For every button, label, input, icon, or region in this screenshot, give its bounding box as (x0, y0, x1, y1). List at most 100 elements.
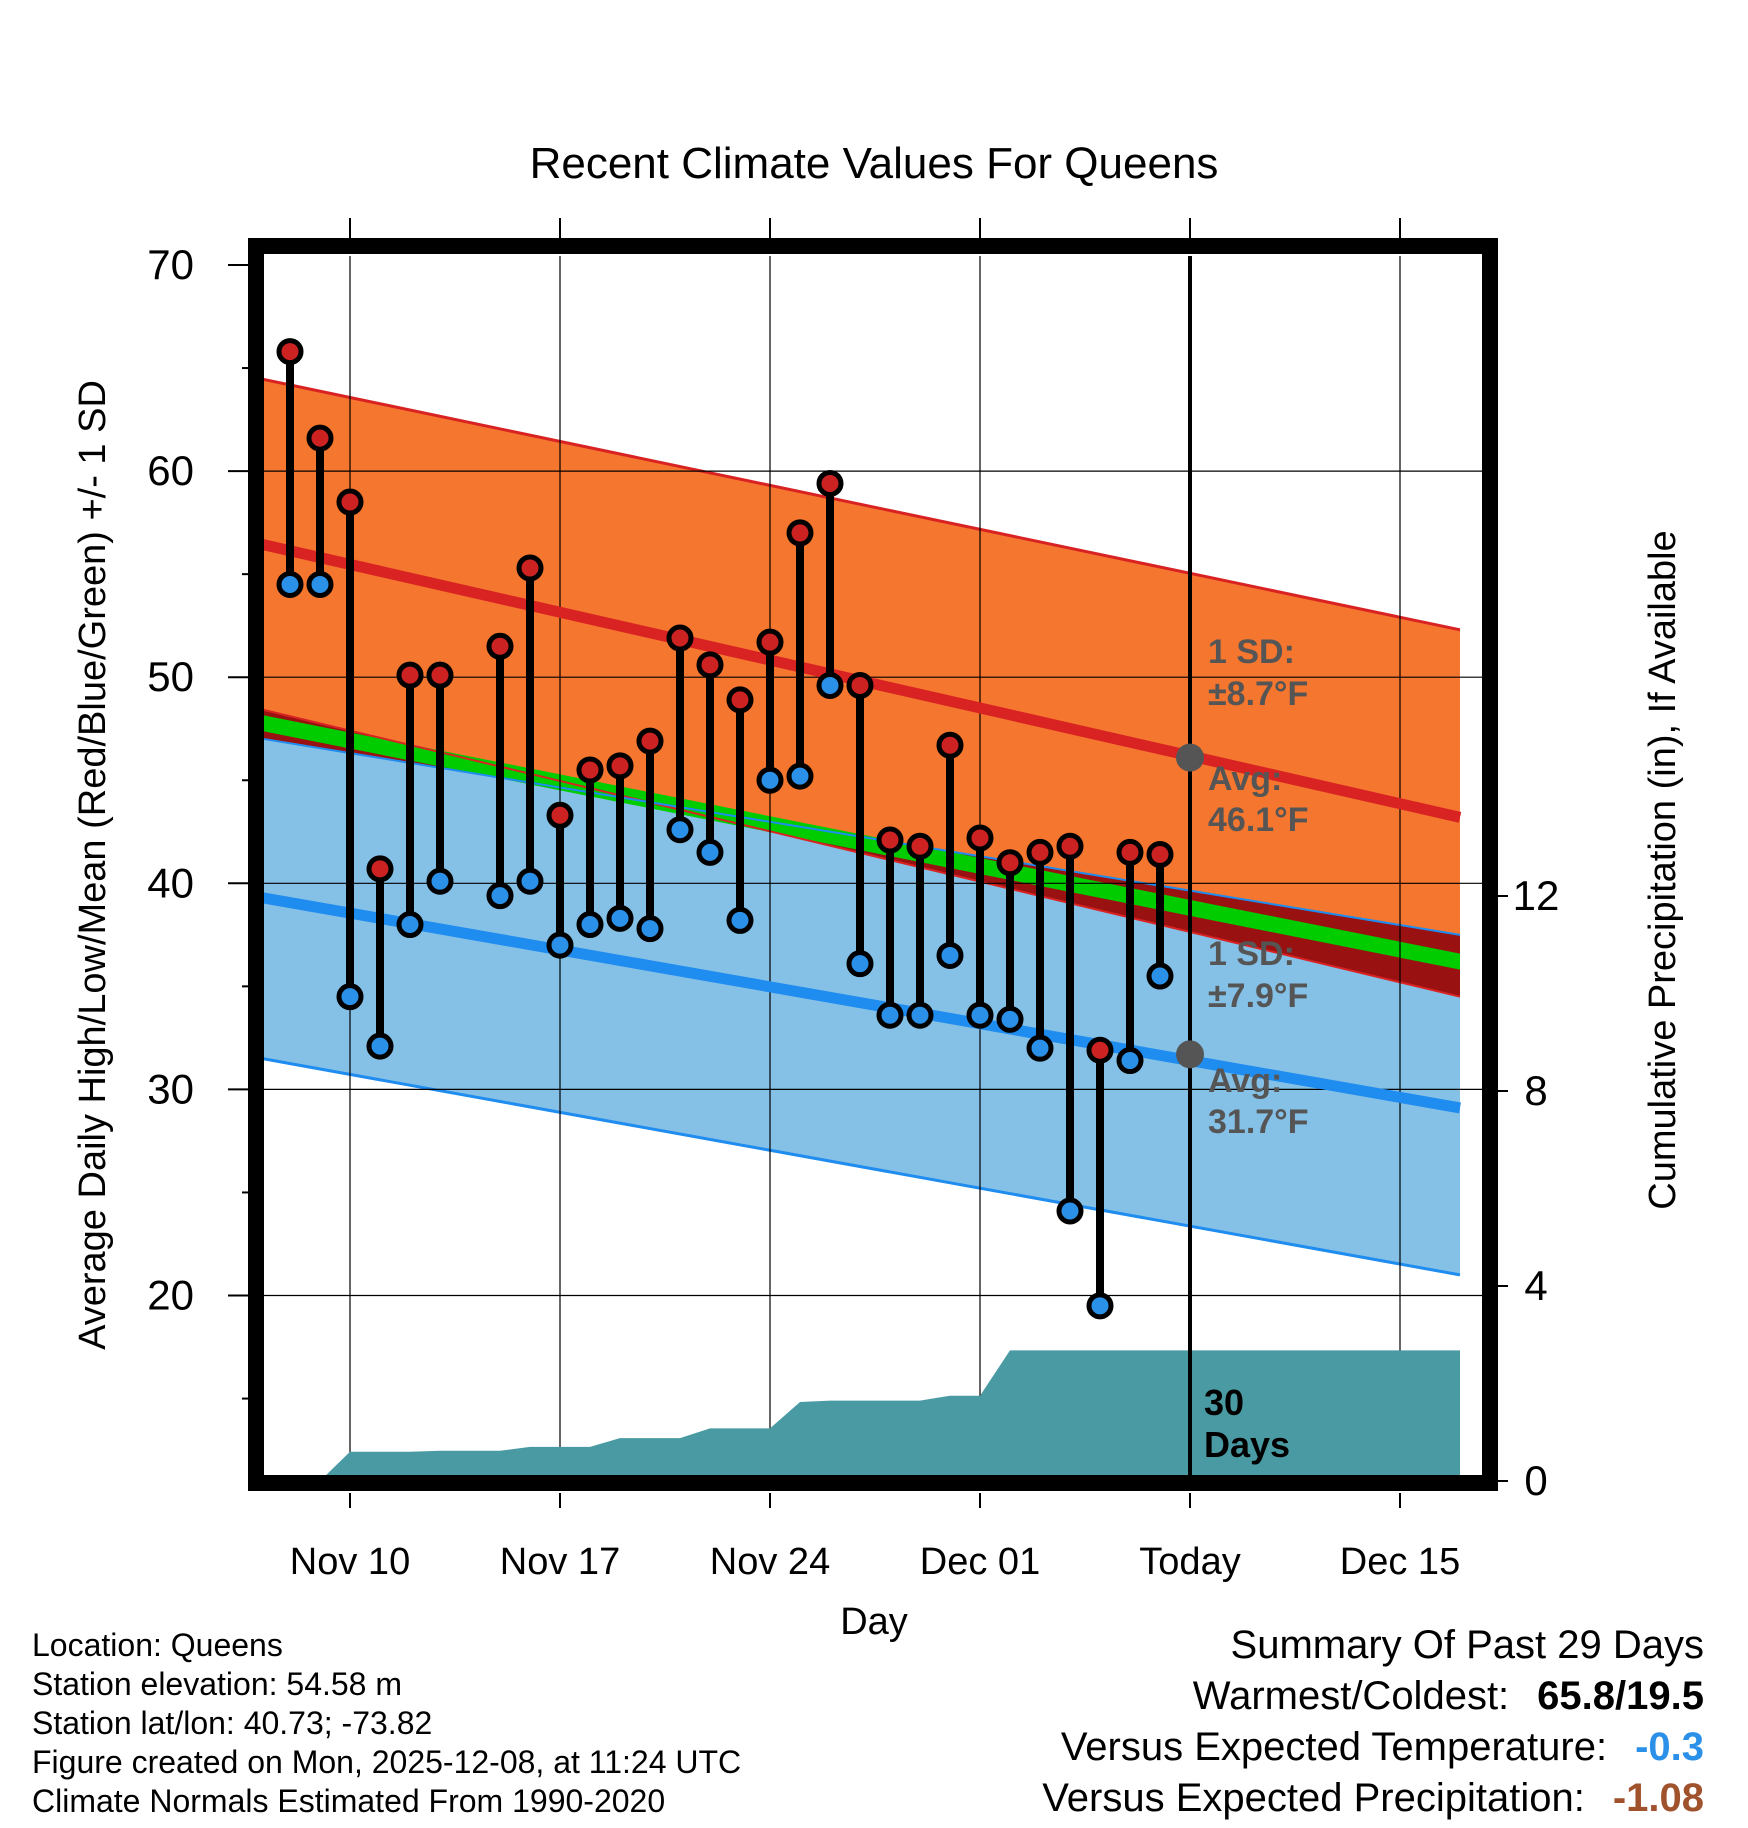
y2-tick-label: 12 (1513, 872, 1560, 919)
high-upper-edge (261, 377, 1461, 632)
y-axis-label: Average Daily High/Low/Mean (Red/Blue/Gr… (72, 380, 114, 1350)
y2-tick-label: 4 (1524, 1262, 1547, 1309)
low-point (486, 882, 514, 910)
high-point (426, 661, 454, 689)
observations (276, 338, 1174, 1320)
grid-lines (262, 256, 1484, 1481)
high-point (1146, 840, 1174, 868)
high-point (516, 554, 544, 582)
summary-title: Summary Of Past 29 Days (1230, 1623, 1704, 1667)
normals-text: Climate Normals Estimated From 1990-2020 (32, 1783, 666, 1819)
low-point (426, 867, 454, 895)
y2-tick-label: 0 (1524, 1457, 1547, 1504)
high-point (666, 624, 694, 652)
x-axis-label: Day (840, 1601, 908, 1643)
high-point (936, 731, 964, 759)
y-tick-label: 40 (147, 859, 194, 906)
x-tick-label: Nov 10 (290, 1541, 410, 1583)
low-point (276, 570, 304, 598)
low-point (396, 911, 424, 939)
low-point (1056, 1197, 1084, 1225)
y-tick-label: 50 (147, 653, 194, 700)
x-tick-label: Dec 15 (1340, 1541, 1460, 1583)
low-point (846, 950, 874, 978)
station-info: Location: Queens Station elevation: 54.5… (32, 1626, 741, 1821)
warm-cold-label: Warmest/Coldest: (1192, 1674, 1510, 1718)
high-point (966, 824, 994, 852)
low-point (1116, 1047, 1144, 1075)
precip-value: -1.08 (1612, 1776, 1704, 1820)
low-point (666, 816, 694, 844)
high-point (336, 488, 364, 516)
y-tick-label: 60 (147, 447, 194, 494)
high-sd-label: 1 SD: (1208, 633, 1295, 671)
high-point (576, 756, 604, 784)
high-point (486, 632, 514, 660)
high-point (366, 855, 394, 883)
high-point (846, 671, 874, 699)
low-avg-label: Avg: (1208, 1062, 1282, 1100)
high-point (396, 661, 424, 689)
precip-area (281, 1350, 1460, 1481)
low-sd-label: 1 SD: (1208, 935, 1295, 973)
normal-low-line (261, 892, 1461, 1114)
low-point (636, 915, 664, 943)
low-point (996, 1005, 1024, 1033)
temp-label: Versus Expected Temperature: (1060, 1725, 1608, 1769)
low-point (546, 931, 574, 959)
high-point (276, 338, 304, 366)
high-point (1086, 1036, 1114, 1064)
warm-cold-row: Warmest/Coldest: 65.8/19.5 (1042, 1671, 1704, 1722)
low-lower-edge (261, 1057, 1461, 1277)
temp-value: -0.3 (1635, 1725, 1704, 1769)
low-point (1146, 962, 1174, 990)
location-text: Location: Queens (32, 1627, 283, 1663)
high-sd-value: ±8.7°F (1208, 675, 1308, 713)
high-point (1116, 838, 1144, 866)
low-point (786, 762, 814, 790)
low-point (576, 911, 604, 939)
y-tick-label: 70 (147, 241, 194, 288)
low-point (816, 671, 844, 699)
y2-tick-label: 8 (1524, 1067, 1547, 1114)
high-point (546, 801, 574, 829)
high-point (876, 826, 904, 854)
precip-label: Versus Expected Precipitation: (1042, 1776, 1585, 1820)
low-point (366, 1032, 394, 1060)
plot-frame (248, 238, 1498, 1491)
high-point (306, 424, 334, 452)
y-tick-label: 20 (147, 1272, 194, 1319)
low-point (336, 983, 364, 1011)
elevation-text: Station elevation: 54.58 m (32, 1666, 403, 1702)
x-tick-label: Nov 24 (710, 1541, 830, 1583)
low-point (306, 570, 334, 598)
high-avg-label: Avg: (1208, 760, 1282, 798)
low-sd-value: ±7.9°F (1208, 977, 1308, 1015)
chart-title: Recent Climate Values For Queens (530, 139, 1219, 188)
x-tick-label: Today (1139, 1541, 1240, 1583)
low-point (1086, 1292, 1114, 1320)
latlon-text: Station lat/lon: 40.73; -73.82 (32, 1705, 433, 1741)
high-point (636, 727, 664, 755)
high-point (1026, 838, 1054, 866)
low-point (936, 941, 964, 969)
high-point (726, 686, 754, 714)
days-label: Days (1204, 1424, 1290, 1465)
created-text: Figure created on Mon, 2025-12-08, at 11… (32, 1744, 742, 1780)
precipitation-area (281, 1350, 1460, 1481)
low-point (1026, 1034, 1054, 1062)
high-point (696, 651, 724, 679)
low-point (756, 766, 784, 794)
high-point (996, 849, 1024, 877)
days-count: 30 (1204, 1382, 1244, 1423)
low-point (606, 904, 634, 932)
low-point (726, 906, 754, 934)
low-avg-marker (1176, 1040, 1204, 1069)
temp-row: Versus Expected Temperature: -0.3 (1042, 1722, 1704, 1773)
x-tick-label: Nov 17 (500, 1541, 620, 1583)
precip-row: Versus Expected Precipitation: -1.08 (1042, 1773, 1704, 1824)
low-point (906, 1001, 934, 1029)
high-point (756, 628, 784, 656)
